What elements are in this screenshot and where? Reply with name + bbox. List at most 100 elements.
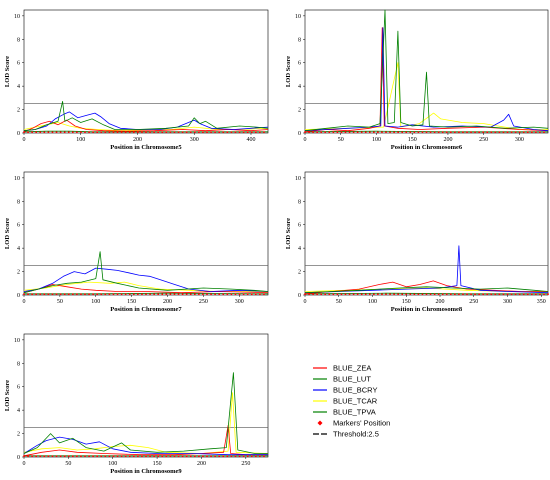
marker-position — [259, 455, 261, 457]
marker-position — [437, 293, 440, 295]
marker-position — [116, 455, 119, 457]
marker-position — [234, 293, 237, 295]
marker-position — [181, 455, 184, 457]
marker-position — [250, 131, 253, 133]
series-line-blue-tcar — [23, 281, 268, 292]
marker-position — [522, 131, 525, 133]
marker-position — [381, 293, 383, 295]
marker-position — [76, 293, 78, 295]
marker-position — [466, 293, 468, 295]
marker-position — [230, 131, 233, 133]
marker-position — [470, 293, 472, 295]
marker-position — [43, 131, 46, 133]
series-line-blue-zea — [23, 284, 269, 294]
marker-position — [88, 455, 90, 457]
x-axis-label: Position in Chromosome6 — [391, 144, 463, 151]
y-tick-label: 0 — [298, 131, 301, 137]
marker-position — [441, 293, 444, 295]
marker-position — [59, 293, 62, 295]
legend-item: Markers' Position — [317, 419, 390, 428]
marker-position — [356, 131, 359, 133]
marker-position — [165, 455, 168, 457]
marker-position — [259, 131, 261, 133]
marker-position — [259, 293, 261, 295]
marker-position — [246, 131, 249, 133]
marker-position — [316, 293, 318, 295]
marker-position — [120, 131, 123, 133]
marker-position — [145, 131, 147, 133]
y-tick-label: 8 — [298, 199, 301, 205]
y-tick-label: 4 — [17, 408, 20, 414]
marker-position — [381, 131, 383, 133]
plot-frame — [23, 9, 269, 134]
marker-position — [340, 131, 343, 133]
marker-position — [210, 131, 212, 133]
marker-position — [206, 131, 208, 133]
marker-position — [59, 131, 62, 133]
marker-position — [149, 131, 151, 133]
marker-position — [518, 131, 521, 133]
y-tick-label: 4 — [298, 246, 301, 252]
marker-position — [255, 131, 257, 133]
marker-position — [409, 293, 412, 295]
marker-position — [124, 455, 127, 457]
y-tick-label: 4 — [17, 84, 20, 90]
marker-position — [104, 293, 107, 295]
marker-position — [518, 293, 521, 295]
y-tick-label: 10 — [14, 338, 20, 344]
marker-positions — [304, 293, 549, 295]
marker-position — [397, 131, 399, 133]
legend-label: BLUE_ZEA — [333, 364, 371, 373]
marker-position — [189, 455, 192, 457]
y-tick-label: 6 — [17, 385, 20, 391]
marker-position — [173, 293, 176, 295]
x-tick-label: 200 — [443, 137, 452, 143]
marker-position — [72, 455, 74, 457]
y-tick-label: 2 — [17, 270, 20, 276]
marker-position — [539, 293, 541, 295]
x-axis-label: Position in Chromosome9 — [110, 468, 182, 475]
x-tick-label: 200 — [436, 299, 445, 305]
marker-position — [324, 293, 327, 295]
marker-position — [198, 455, 200, 457]
x-tick-label: 400 — [246, 137, 255, 143]
marker-position — [526, 131, 529, 133]
x-tick-label: 300 — [235, 299, 244, 305]
marker-position — [393, 131, 395, 133]
marker-position — [96, 455, 98, 457]
x-tick-label: 250 — [469, 299, 478, 305]
marker-position — [177, 293, 180, 295]
marker-position — [531, 293, 533, 295]
y-tick-label: 8 — [17, 37, 20, 43]
marker-position — [373, 293, 375, 295]
marker-position — [31, 455, 33, 457]
marker-position — [531, 131, 533, 133]
series-line-blue-bcry — [304, 27, 549, 132]
y-tick-label: 10 — [14, 176, 20, 182]
legend-label: BLUE_TCAR — [333, 397, 378, 406]
marker-position — [535, 131, 537, 133]
marker-position — [47, 293, 50, 295]
plot-frame — [304, 9, 549, 134]
marker-position — [141, 293, 143, 295]
y-tick-label: 2 — [298, 270, 301, 276]
marker-position — [230, 455, 233, 457]
marker-position — [39, 455, 42, 457]
y-axis-label: LOD Score — [4, 218, 11, 249]
marker-position — [478, 293, 480, 295]
marker-position — [92, 293, 94, 295]
x-tick-label: 300 — [503, 299, 512, 305]
marker-position — [222, 131, 225, 133]
marker-position — [369, 293, 371, 295]
marker-position — [104, 131, 107, 133]
marker-positions — [23, 131, 265, 133]
x-tick-label: 200 — [163, 299, 172, 305]
marker-position — [308, 131, 310, 133]
marker-position — [230, 293, 233, 295]
x-tick-label: 100 — [91, 299, 100, 305]
marker-position — [137, 131, 139, 133]
y-tick-label: 0 — [17, 293, 20, 299]
marker-position — [263, 293, 265, 295]
